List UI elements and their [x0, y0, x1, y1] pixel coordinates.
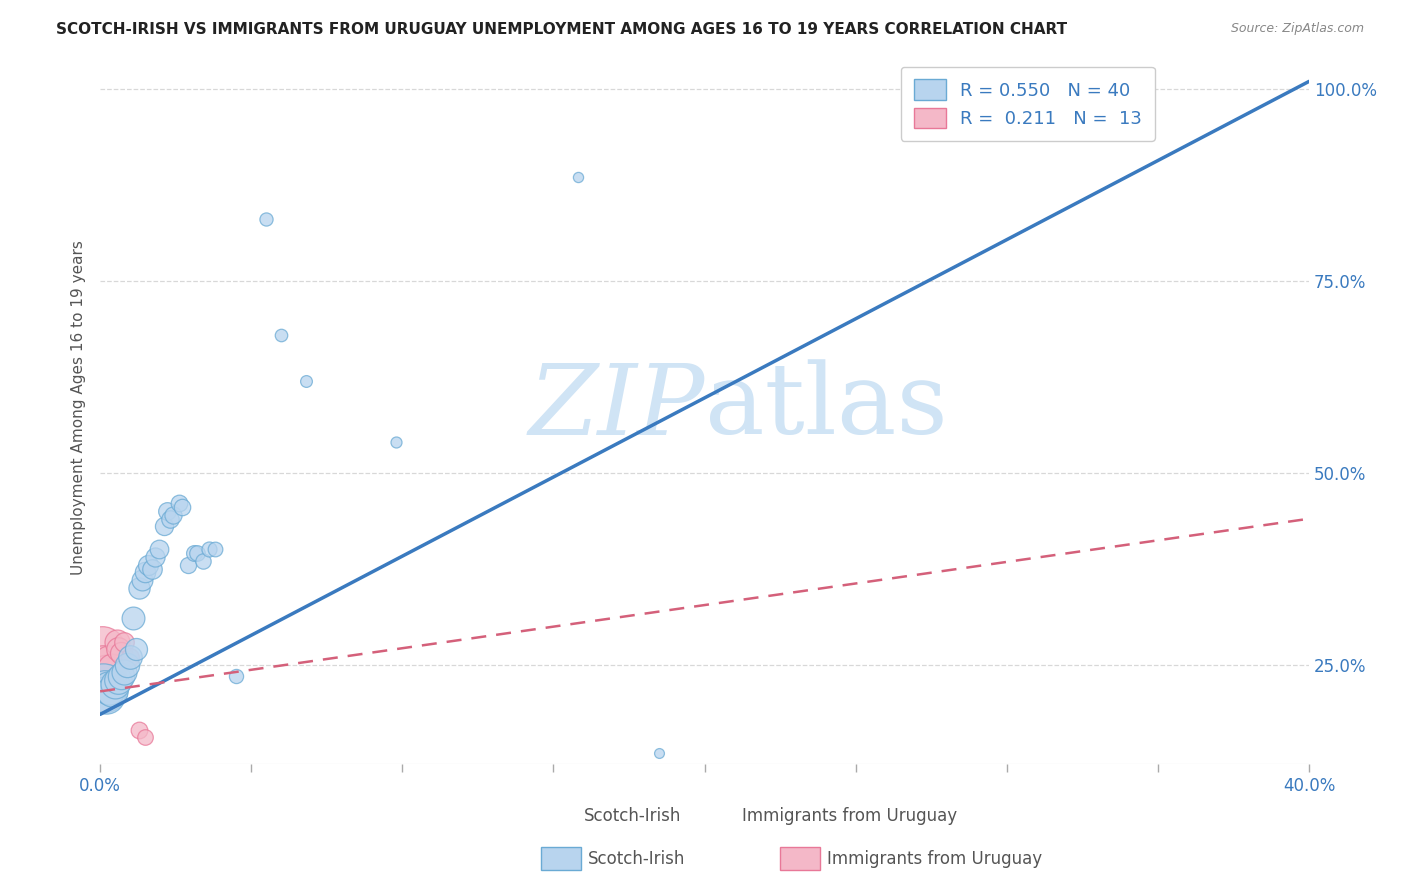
Point: [134, 566, 156, 580]
Point: [90, 642, 112, 657]
Point: [117, 657, 139, 672]
Point: [204, 542, 226, 557]
Point: [167, 496, 190, 510]
Point: [198, 542, 221, 557]
Point: [91, 681, 114, 695]
Point: [186, 546, 208, 560]
Point: [112, 634, 135, 648]
Point: [162, 508, 184, 522]
Point: [101, 661, 124, 675]
Point: [96, 665, 118, 680]
Text: ZIP: ZIP: [529, 359, 704, 455]
Text: Scotch-Irish: Scotch-Irish: [583, 807, 681, 825]
Point: [567, 170, 589, 185]
Point: [294, 374, 316, 388]
Point: [177, 558, 200, 572]
Point: [143, 550, 166, 565]
Point: [122, 611, 145, 625]
Point: [159, 512, 181, 526]
Text: SCOTCH-IRISH VS IMMIGRANTS FROM URUGUAY UNEMPLOYMENT AMONG AGES 16 TO 19 YEARS C: SCOTCH-IRISH VS IMMIGRANTS FROM URUGUAY …: [56, 22, 1067, 37]
Point: [183, 546, 205, 560]
Point: [93, 669, 115, 683]
Point: [120, 649, 142, 664]
Point: [125, 642, 148, 657]
Point: [131, 573, 153, 587]
Text: Source: ZipAtlas.com: Source: ZipAtlas.com: [1230, 22, 1364, 36]
Point: [120, 649, 142, 664]
Point: [225, 669, 247, 683]
Text: Immigrants from Uruguay: Immigrants from Uruguay: [827, 850, 1042, 868]
Point: [107, 642, 129, 657]
Point: [270, 327, 292, 342]
Point: [98, 681, 121, 695]
Text: Scotch-Irish: Scotch-Irish: [588, 850, 685, 868]
Point: [170, 500, 193, 515]
Point: [110, 669, 132, 683]
Point: [98, 654, 121, 668]
Point: [191, 554, 214, 568]
Point: [112, 665, 135, 680]
Point: [93, 684, 115, 698]
Point: [104, 676, 127, 690]
Text: Immigrants from Uruguay: Immigrants from Uruguay: [742, 807, 957, 825]
Point: [254, 212, 277, 227]
Point: [91, 657, 114, 672]
Y-axis label: Unemployment Among Ages 16 to 19 years: Unemployment Among Ages 16 to 19 years: [72, 240, 86, 575]
Point: [128, 581, 150, 595]
Point: [141, 561, 163, 575]
Point: [110, 646, 132, 660]
Point: [134, 731, 156, 745]
Legend: R = 0.550   N = 40, R =  0.211   N =  13: R = 0.550 N = 40, R = 0.211 N = 13: [901, 67, 1154, 141]
Point: [96, 688, 118, 702]
Point: [101, 684, 124, 698]
Point: [152, 519, 174, 533]
Point: [105, 634, 128, 648]
Point: [128, 723, 150, 737]
Point: [107, 673, 129, 687]
Point: [1116, 97, 1139, 112]
Point: [648, 746, 671, 760]
Point: [385, 435, 408, 450]
Point: [138, 558, 160, 572]
Point: [156, 504, 179, 518]
Text: atlas: atlas: [704, 359, 948, 456]
Point: [148, 542, 170, 557]
